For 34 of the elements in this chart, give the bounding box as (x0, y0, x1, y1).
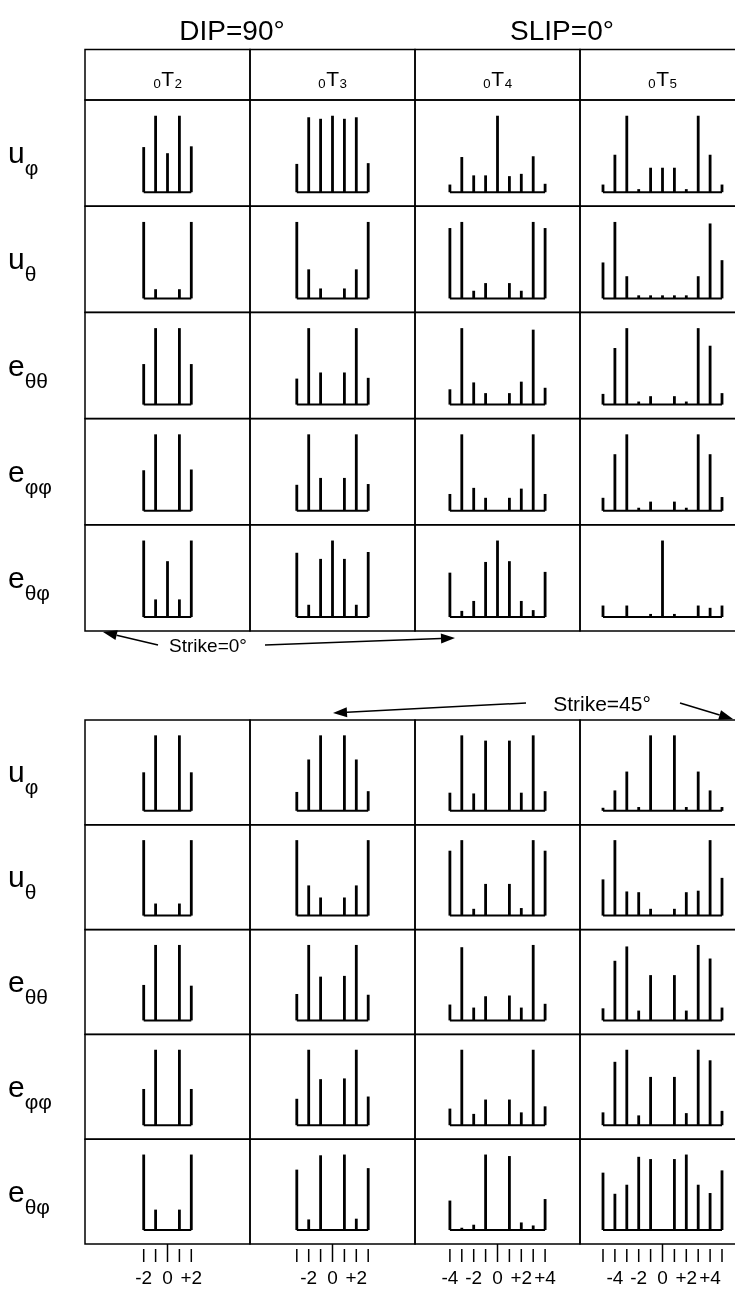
x-tick-label: -4 (441, 1267, 459, 1288)
x-tick-label: -2 (300, 1267, 318, 1288)
x-tick-label: 0 (657, 1267, 668, 1288)
x-tick-label: -2 (630, 1267, 648, 1288)
x-tick-label: +2 (180, 1267, 203, 1288)
y-axis-title: e$_{θθ}$ (8, 348, 49, 391)
y-axis-title: e$_{θθ}$ (8, 965, 49, 1008)
x-tick-label: -2 (135, 1267, 153, 1288)
x-tick-label: -4 (606, 1267, 624, 1288)
text: DIP=90° (179, 15, 285, 46)
y-axis-title: e$_{θφ}$ (8, 1174, 50, 1218)
y-axis-title: e$_{θφ}$ (8, 560, 50, 604)
text: Strike=45° (553, 692, 651, 715)
x-tick-label: 0 (492, 1267, 503, 1288)
x-tick-label: +4 (699, 1267, 722, 1288)
x-tick-label: +4 (534, 1267, 557, 1288)
chart-title: ₀T₅ (647, 67, 678, 90)
y-axis-title: u$_{φ}$ (8, 755, 39, 798)
y-axis-title: e$_{φφ}$ (8, 1069, 52, 1113)
y-axis-title: u$_{θ}$ (8, 242, 37, 285)
x-tick-label: +2 (675, 1267, 698, 1288)
y-axis-title: u$_{θ}$ (8, 860, 37, 903)
x-tick-label: 0 (162, 1267, 173, 1288)
text: SLIP=0° (510, 15, 614, 46)
chart-title: ₀T₃ (317, 67, 348, 90)
chart-title: ₀T₂ (152, 67, 183, 90)
text: Strike=0° (169, 635, 247, 656)
x-tick-label: -2 (465, 1267, 483, 1288)
y-axis-title: e$_{φφ}$ (8, 454, 52, 498)
x-tick-label: +2 (345, 1267, 368, 1288)
chart-title: ₀T₄ (482, 67, 513, 90)
x-tick-label: 0 (327, 1267, 338, 1288)
x-tick-label: +2 (510, 1267, 533, 1288)
y-axis-title: u$_{φ}$ (8, 136, 39, 179)
